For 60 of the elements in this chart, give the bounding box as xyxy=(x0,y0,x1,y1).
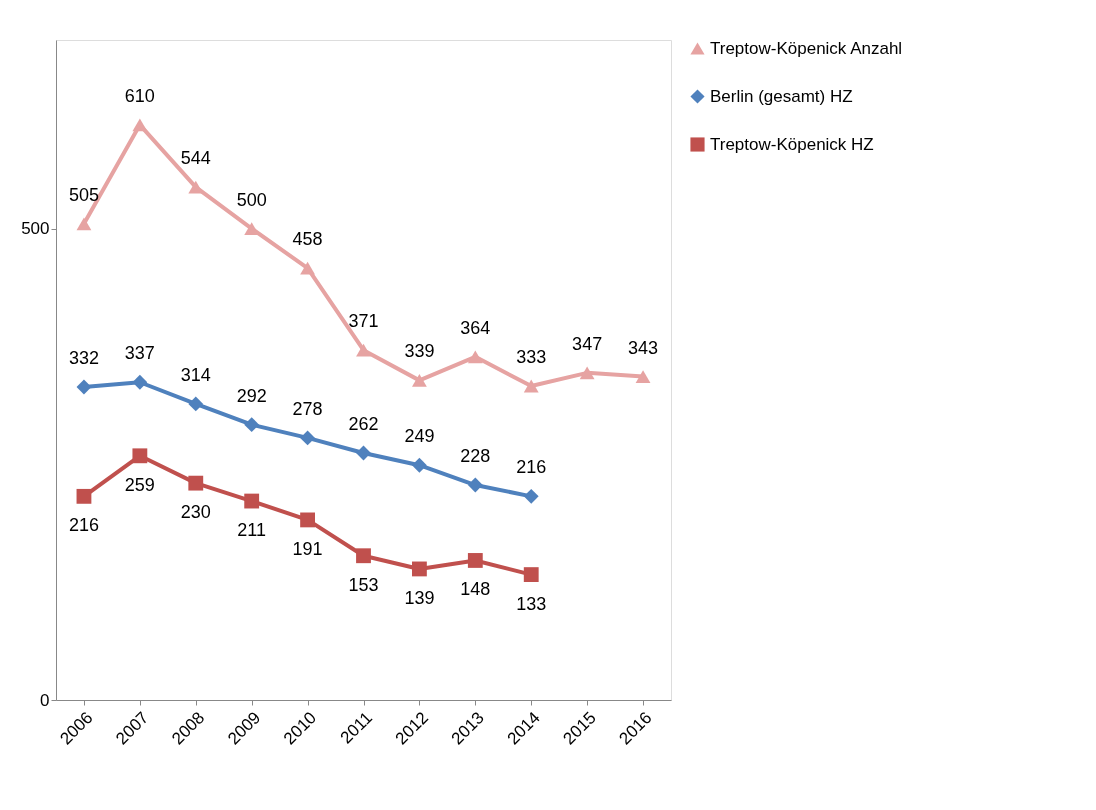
data-label: 262 xyxy=(348,413,379,434)
data-label: 228 xyxy=(460,446,491,467)
point xyxy=(300,512,316,528)
data-label: 339 xyxy=(404,341,435,362)
data-label: 544 xyxy=(180,148,211,169)
data-label: 292 xyxy=(236,385,267,406)
point xyxy=(411,561,427,577)
point xyxy=(300,261,316,275)
data-label: 133 xyxy=(516,593,547,614)
point xyxy=(523,567,539,583)
legend-label: Berlin (gesamt) HZ xyxy=(710,86,853,106)
data-label: 332 xyxy=(68,347,99,368)
data-label: 153 xyxy=(348,574,379,595)
point xyxy=(300,430,316,446)
data-label: 148 xyxy=(460,579,491,600)
point xyxy=(523,379,539,393)
point xyxy=(356,343,371,357)
point xyxy=(76,488,92,504)
data-label: 216 xyxy=(68,515,99,536)
point xyxy=(188,475,204,491)
point xyxy=(244,493,260,509)
point xyxy=(635,370,651,384)
data-label: 371 xyxy=(348,311,379,332)
data-label: 458 xyxy=(292,229,323,250)
data-label: 610 xyxy=(124,85,155,106)
point xyxy=(244,417,260,433)
data-label: 505 xyxy=(68,184,99,205)
point xyxy=(467,553,483,568)
point xyxy=(523,488,539,504)
point xyxy=(579,366,595,380)
data-label: 249 xyxy=(404,426,435,447)
data-label: 259 xyxy=(124,474,155,495)
data-label: 343 xyxy=(628,337,659,358)
point xyxy=(467,350,483,364)
data-label: 139 xyxy=(404,587,435,608)
point xyxy=(132,118,148,132)
point xyxy=(188,396,204,412)
point xyxy=(467,477,483,493)
point xyxy=(411,457,427,473)
data-label: 278 xyxy=(292,398,323,419)
y-tick-label: 0 xyxy=(40,690,50,710)
point xyxy=(356,548,371,564)
data-label: 314 xyxy=(180,364,211,385)
data-label: 333 xyxy=(516,347,547,368)
legend-label: Treptow-Köpenick HZ xyxy=(710,134,874,154)
data-label: 191 xyxy=(292,538,323,559)
legend-label: Treptow-Köpenick Anzahl xyxy=(710,38,903,58)
data-label: 364 xyxy=(460,317,491,338)
data-label: 216 xyxy=(516,457,547,478)
point xyxy=(411,373,427,387)
data-label: 347 xyxy=(572,333,603,354)
point xyxy=(188,180,204,194)
point xyxy=(132,448,148,464)
point xyxy=(76,217,92,231)
data-label: 230 xyxy=(180,502,211,523)
data-label: 211 xyxy=(237,520,267,541)
point xyxy=(132,374,148,390)
point xyxy=(76,379,92,395)
data-label: 500 xyxy=(236,189,267,210)
data-label: 337 xyxy=(124,343,155,364)
